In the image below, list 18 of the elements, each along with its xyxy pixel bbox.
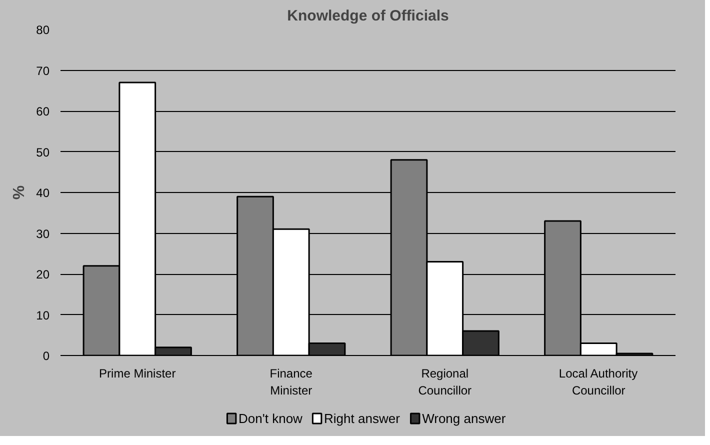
y-tick-label: 30 [36, 226, 50, 241]
y-axis-title: % [11, 185, 28, 200]
x-tick-label: Regional Councillor [418, 366, 472, 398]
y-tick-label: 20 [36, 268, 50, 282]
x-tick-label: Finance Minister [270, 366, 313, 398]
y-tick-label: 60 [36, 104, 50, 118]
chart-title: Knowledge of Officials [287, 8, 449, 24]
y-tick-label: 70 [36, 64, 50, 78]
y-tick-label: 80 [36, 23, 50, 37]
y-tick-label: 40 [36, 186, 50, 200]
y-tick-label: 10 [36, 308, 50, 322]
y-tick-label: 50 [36, 145, 50, 160]
x-tick-label: Prime Minister [99, 366, 176, 380]
legend-label: Wrong answer [422, 411, 506, 426]
legend-label: Don't know [238, 411, 304, 426]
y-tick-label: 0 [42, 349, 50, 363]
x-tick-label: Local Authority Councillor [558, 366, 638, 398]
legend-label: Right answer [324, 411, 401, 426]
